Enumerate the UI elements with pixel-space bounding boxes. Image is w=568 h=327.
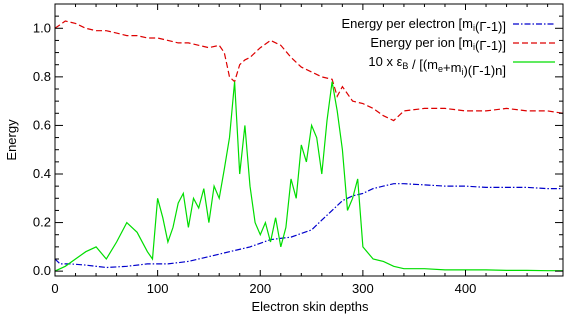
legend-label-2: 10 x εB / [(me+mi)(Γ-1)n]	[368, 54, 506, 78]
legend-subscript: i	[461, 67, 463, 77]
y-tick-label: 0.0	[33, 263, 51, 278]
legend-text-part: Energy per ion [m	[370, 35, 473, 50]
legend-text-part: +m	[443, 60, 461, 75]
y-tick-label: 1.0	[33, 20, 51, 35]
legend-subscript: e	[438, 64, 443, 74]
legend-text-part: (Γ-1)]	[475, 19, 506, 34]
y-tick-label: 0.4	[33, 166, 51, 181]
legend-text-part: (Γ-1)]	[475, 38, 506, 53]
x-tick-label: 100	[147, 281, 169, 296]
y-axis-title: Energy	[4, 119, 19, 161]
x-tick-label: 300	[352, 281, 374, 296]
x-axis-title: Electron skin depths	[251, 299, 369, 314]
legend-text-part: Energy per electron [m	[341, 16, 473, 31]
legend-label-0: Energy per electron [mi(Γ-1)]	[341, 16, 506, 34]
y-axis-ticks: 0.0 0.2 0.4 0.6 0.8 1.0	[33, 15, 563, 278]
x-tick-label: 0	[51, 281, 58, 296]
series-line-0	[54, 183, 563, 269]
series-line-2	[54, 81, 563, 272]
x-tick-label: 400	[455, 281, 477, 296]
x-tick-label: 200	[249, 281, 271, 296]
legend-text-part: 10 x ε	[368, 54, 402, 69]
y-tick-label: 0.8	[33, 69, 51, 84]
legend-subscript: i	[473, 42, 475, 52]
legend-text-part: / [(m	[408, 57, 438, 72]
legend-label-1: Energy per ion [mi(Γ-1)]	[370, 35, 506, 53]
legend-subscript: i	[473, 23, 475, 33]
plot-frame	[54, 3, 564, 277]
y-tick-label: 0.2	[33, 215, 51, 230]
x-axis-ticks: 0 100 200 300 400	[51, 4, 549, 296]
legend-text-part: )(Γ-1)n]	[463, 63, 506, 78]
series-line-1	[54, 20, 564, 122]
legend: Energy per electron [mi(Γ-1)]Energy per …	[341, 16, 555, 78]
legend-subscript: B	[402, 61, 408, 71]
plot-series	[54, 20, 564, 272]
y-tick-label: 0.6	[33, 117, 51, 132]
